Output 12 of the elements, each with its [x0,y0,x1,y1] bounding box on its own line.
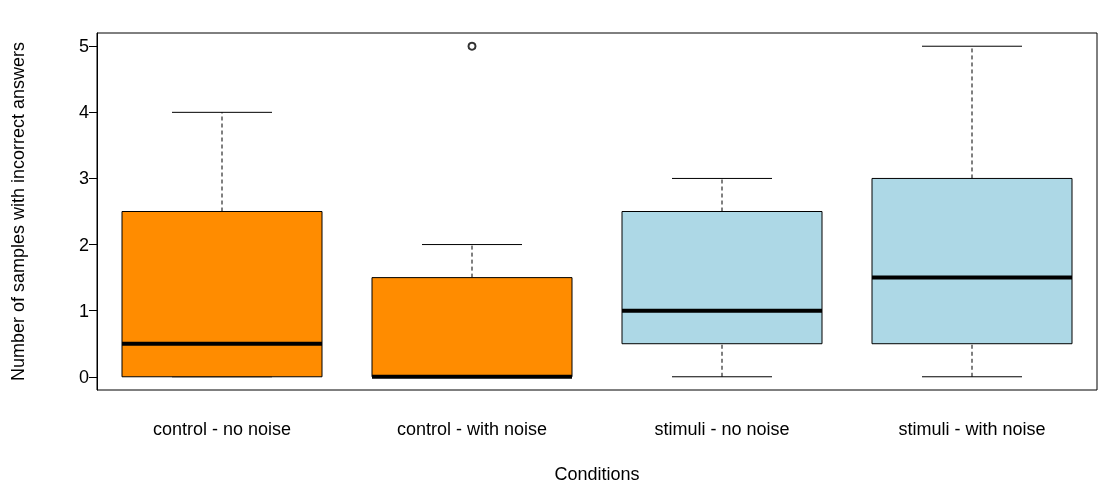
y-tick-label: 1 [78,300,89,321]
y-tick-label: 3 [78,168,89,189]
x-axis-title: Conditions [554,464,640,484]
y-axis-title: Number of samples with incorrect answers [8,41,28,382]
y-tick-label: 2 [78,234,89,255]
y-tick-label: 0 [78,366,89,387]
y-tick-label: 5 [78,36,89,57]
x-tick-label: stimuli - with noise [898,419,1046,439]
x-tick-label: stimuli - no noise [654,419,790,439]
x-tick-label: control - with noise [396,419,548,439]
y-tick-label: 4 [78,102,89,123]
x-tick-label: control - no noise [152,419,292,439]
